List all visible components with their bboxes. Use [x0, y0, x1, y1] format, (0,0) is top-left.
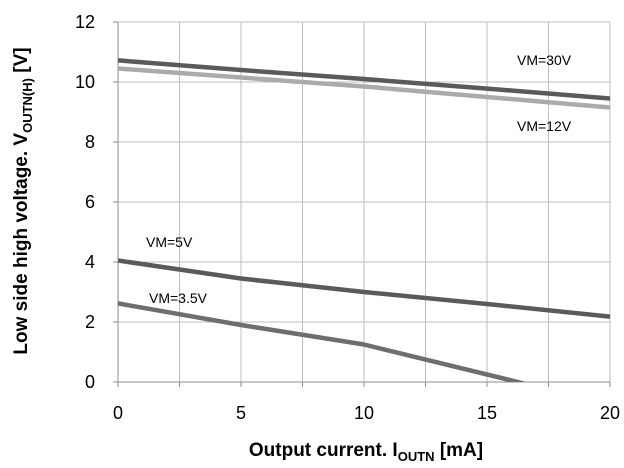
series-label: VM=3.5V [149, 290, 208, 306]
series-lines [118, 58, 610, 382]
series-line [118, 66, 610, 110]
series-line [118, 301, 525, 382]
x-tick-label: 0 [113, 403, 123, 423]
series-label: VM=30V [517, 52, 572, 68]
y-tick-label: 2 [85, 312, 95, 332]
x-tick-label: 20 [600, 403, 620, 423]
y-axis-title: Low side high voltage. VOUTN(H) [V] [11, 47, 35, 354]
x-tick-label: 15 [477, 403, 497, 423]
x-tick-label: 10 [354, 403, 374, 423]
series-label: VM=12V [517, 118, 572, 134]
y-axis-title-tail: [V] [11, 47, 32, 78]
y-tick-label: 10 [75, 72, 95, 92]
y-tick-label: 12 [75, 12, 95, 32]
y-tick-label: 0 [85, 372, 95, 392]
series-labels: VM=30V VM=12V VM=5V VM=3.5V [146, 52, 572, 306]
x-axis-title: Output current. IOUTN [mA] [249, 440, 483, 464]
x-axis-title-tail: [mA] [435, 440, 484, 461]
tick-labels: 0 5 10 15 20 0 2 4 6 8 10 12 [75, 12, 620, 423]
y-tick-label: 8 [85, 132, 95, 152]
y-tick-label: 4 [85, 252, 95, 272]
x-axis-title-subscript: OUTN [398, 449, 435, 464]
x-tick-label: 5 [236, 403, 246, 423]
series-line [118, 58, 610, 101]
y-tick-label: 6 [85, 192, 95, 212]
series-label: VM=5V [146, 234, 193, 250]
y-axis-title-subscript: OUTN(H) [20, 78, 35, 133]
series-line [118, 258, 610, 319]
